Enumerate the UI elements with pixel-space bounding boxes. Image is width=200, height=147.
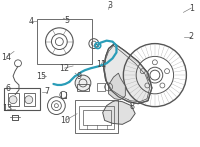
Text: 1: 1 <box>189 4 194 12</box>
Circle shape <box>9 96 17 104</box>
Bar <box>4 88 40 110</box>
Bar <box>8 93 19 106</box>
Text: 5: 5 <box>65 16 70 25</box>
Polygon shape <box>103 101 135 124</box>
Polygon shape <box>109 73 125 100</box>
Text: 7: 7 <box>45 87 50 96</box>
Text: 3: 3 <box>107 1 112 10</box>
Text: 2: 2 <box>189 32 194 41</box>
Text: 13: 13 <box>2 104 12 113</box>
Polygon shape <box>104 44 152 104</box>
Text: 15: 15 <box>37 72 47 81</box>
Text: 8: 8 <box>130 102 135 111</box>
Circle shape <box>75 75 91 91</box>
Bar <box>79 106 114 129</box>
Bar <box>24 93 35 106</box>
Text: 4: 4 <box>29 17 34 26</box>
Bar <box>83 110 111 125</box>
Text: 9: 9 <box>76 72 82 81</box>
Bar <box>37 19 92 64</box>
Text: 10: 10 <box>61 116 71 125</box>
Text: 12: 12 <box>59 64 70 73</box>
Bar <box>77 84 89 91</box>
Text: 14: 14 <box>1 53 11 62</box>
Bar <box>97 83 105 91</box>
Text: 6: 6 <box>5 84 10 93</box>
Text: 11: 11 <box>96 60 106 69</box>
Bar <box>75 100 118 133</box>
Circle shape <box>25 96 33 104</box>
